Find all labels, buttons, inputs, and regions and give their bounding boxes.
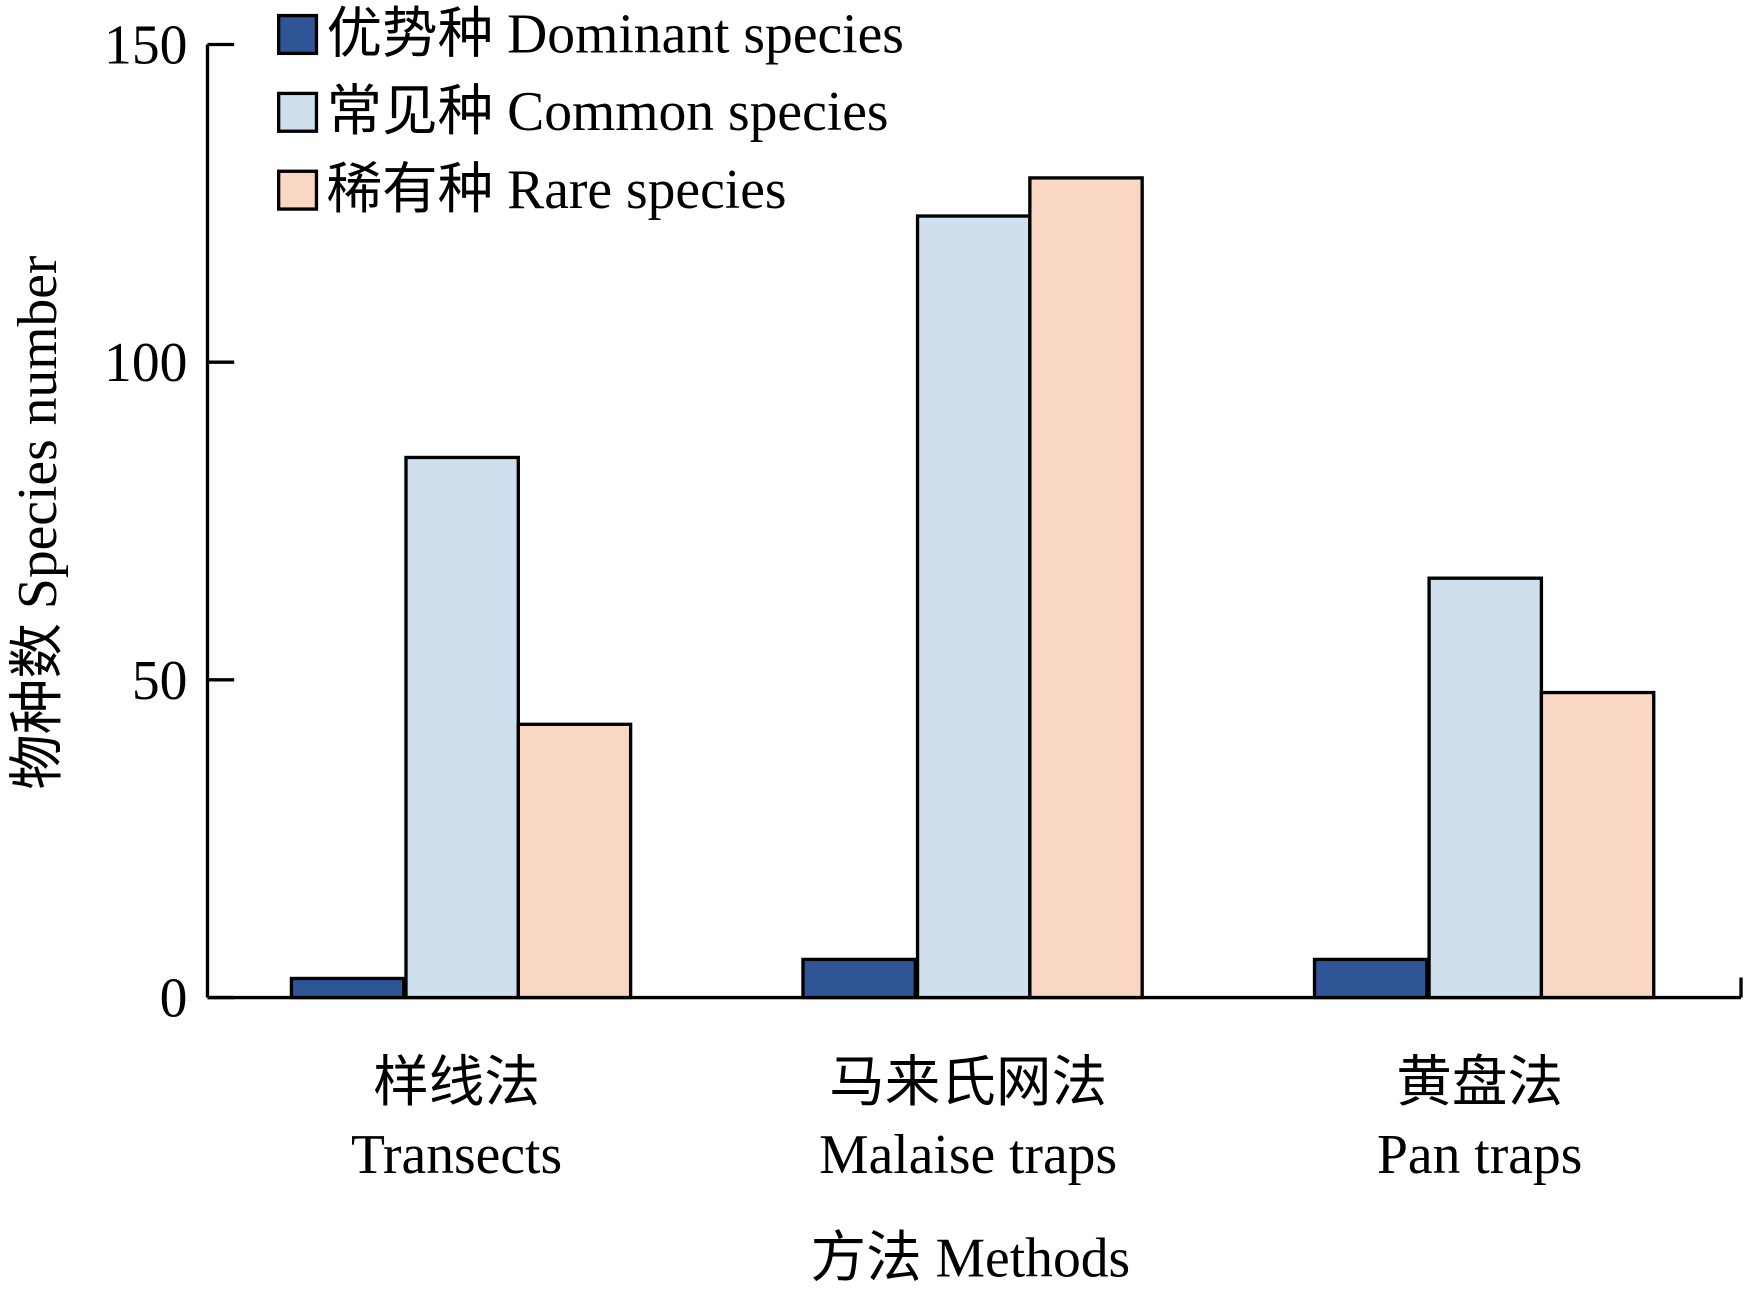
bar-0-1: [404, 455, 520, 1000]
bars: [289, 176, 1656, 1000]
bar-0-2: [516, 722, 633, 1000]
legend: 优势种 Dominant species 常见种 Common species 稀有…: [276, 3, 904, 221]
legend-swatch: [276, 13, 319, 56]
legend-swatch: [276, 91, 319, 133]
category-label-zh: 样线法: [373, 1052, 540, 1114]
legend-label: 优势种 Dominant species: [326, 3, 903, 65]
x-axis-label: 方法 Methods: [811, 1228, 1131, 1290]
y-ticks: 0 50 100 150: [104, 14, 235, 1029]
x-category-labels: 样线法 Transects 马来氏网法 Malaise traps 黄盘法 Pan tra…: [351, 1052, 1582, 1186]
category-label-zh: 马来氏网法: [829, 1052, 1107, 1114]
bar-1-0: [801, 957, 917, 1000]
legend-swatch: [276, 169, 319, 211]
y-axis-label: 物种数 Species number: [7, 255, 69, 790]
bar-0-0: [289, 976, 406, 1000]
y-tick-label: 100: [104, 332, 187, 394]
bar-1-2: [1028, 176, 1144, 1000]
category-label-en: Malaise traps: [819, 1124, 1117, 1186]
legend-label: 常见种 Common species: [326, 81, 888, 143]
bar-2-2: [1539, 690, 1656, 1000]
y-tick-label: 150: [104, 14, 187, 76]
bar-1-1: [915, 214, 1032, 1000]
bar-2-0: [1312, 957, 1429, 1000]
y-tick-label: 0: [160, 967, 188, 1029]
category-label-en: Pan traps: [1377, 1124, 1582, 1186]
y-tick-label: 50: [132, 650, 188, 712]
bar-2-1: [1427, 576, 1544, 1000]
legend-label: 稀有种 Rare species: [326, 159, 786, 221]
category-label-en: Transects: [351, 1124, 562, 1186]
category-label-zh: 黄盘法: [1396, 1052, 1563, 1114]
